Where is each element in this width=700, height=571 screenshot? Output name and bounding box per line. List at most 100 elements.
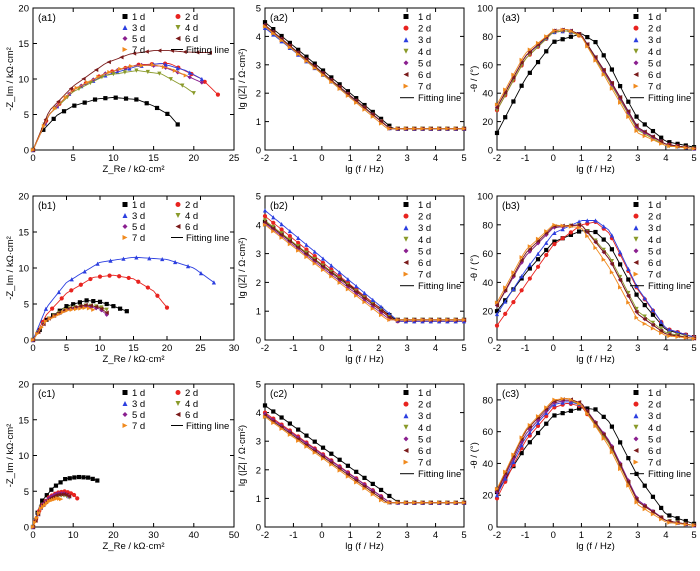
data-point-7d	[96, 74, 101, 79]
data-point-7d	[52, 314, 57, 319]
legend-label: 4 d	[418, 423, 431, 434]
data-point-6d	[511, 75, 516, 80]
data-point-2d	[145, 285, 150, 290]
data-point-4d	[180, 83, 185, 88]
x-tick-label: 4	[663, 343, 668, 354]
legend-label: 6 d	[418, 446, 431, 457]
data-point-1d	[519, 451, 524, 456]
data-point-5d	[199, 80, 204, 85]
data-point-7d	[59, 497, 64, 502]
data-point-7d	[667, 520, 672, 525]
data-point-7d	[552, 222, 557, 228]
legend-marker	[122, 423, 128, 428]
x-tick-label: 1	[579, 343, 584, 354]
data-point-7d	[568, 397, 573, 402]
data-point-7d	[659, 330, 664, 336]
legend-label: 5 d	[418, 434, 431, 445]
x-tick-label: -2	[493, 153, 501, 164]
data-point-7d	[403, 317, 409, 322]
x-axis-label: lg (f / Hz)	[345, 354, 384, 365]
data-point-6d	[519, 257, 524, 263]
data-point-7d	[370, 492, 375, 497]
data-point-2d	[527, 276, 532, 281]
fitting-line	[264, 415, 464, 504]
data-point-7d	[279, 426, 284, 431]
legend-label: 7 d	[418, 270, 431, 281]
legend-label: 1 d	[418, 388, 431, 399]
y-tick-label: 0	[488, 146, 493, 157]
data-point-7d	[437, 126, 442, 131]
data-point-4d	[650, 320, 656, 325]
data-point-4d	[111, 72, 116, 77]
legend-label: 4 d	[648, 235, 661, 246]
data-point-3d	[527, 430, 532, 435]
legend-marker	[122, 224, 128, 229]
legend-marker	[403, 213, 409, 219]
x-tick-label: -1	[521, 153, 529, 164]
data-point-7d	[691, 336, 697, 341]
legend-label: Fitting line	[186, 45, 229, 56]
x-tick-label: -1	[289, 153, 297, 164]
data-point-7d	[329, 462, 334, 467]
data-point-3d	[535, 420, 541, 425]
data-point-3d	[108, 258, 113, 263]
legend-marker	[122, 14, 128, 19]
y-tick-label: 0	[24, 146, 29, 157]
data-point-7d	[552, 397, 557, 402]
data-point-7d	[650, 512, 656, 517]
data-point-7d	[362, 486, 367, 491]
data-point-7d	[503, 469, 508, 474]
data-point-6d	[354, 98, 359, 103]
data-point-1d	[262, 20, 268, 25]
data-point-1d	[378, 116, 384, 121]
data-point-3d	[199, 76, 204, 82]
data-point-3d	[279, 222, 284, 227]
fitting-line	[264, 26, 464, 130]
panel-label: (b1)	[38, 201, 56, 212]
x-tick-label: 0	[30, 343, 35, 354]
x-tick-label: 2	[376, 343, 381, 354]
data-point-6d	[585, 42, 590, 47]
x-tick-label: 4	[433, 153, 438, 164]
data-point-7d	[511, 72, 516, 77]
data-point-6d	[312, 257, 317, 263]
data-point-2d	[262, 214, 268, 219]
data-point-7d	[552, 28, 557, 33]
legend-marker	[403, 459, 409, 465]
data-point-7d	[618, 466, 623, 472]
data-point-3d	[56, 289, 61, 295]
data-point-7d	[503, 87, 508, 92]
data-point-6d	[503, 288, 508, 293]
legend-label: Fitting line	[648, 93, 691, 104]
data-point-4d	[104, 307, 109, 312]
data-point-3d	[511, 459, 516, 464]
data-point-1d	[41, 127, 46, 132]
data-point-4d	[168, 77, 173, 82]
legend-label: 7 d	[418, 458, 431, 469]
data-point-7d	[63, 95, 68, 100]
x-tick-label: 1	[348, 530, 353, 541]
data-point-3d	[121, 256, 126, 261]
legend-label: 4 d	[185, 399, 198, 410]
legend-label: 2 d	[418, 212, 431, 223]
data-point-7d	[378, 312, 384, 318]
data-point-1d	[568, 408, 573, 413]
data-point-7d	[428, 500, 433, 505]
x-axis-label: lg (f / Hz)	[576, 354, 615, 365]
legend-marker	[403, 72, 409, 77]
x-axis-label: Z_Re / kΩ·cm²	[103, 164, 165, 175]
legend-label: 2 d	[418, 400, 431, 411]
data-point-6d	[362, 484, 367, 489]
legend-label: 3 d	[648, 223, 661, 234]
fitting-line	[496, 399, 695, 526]
data-point-1d	[560, 37, 565, 42]
y-axis-label: lg (|Z| / Ω·cm²)	[237, 425, 248, 486]
data-point-7d	[412, 126, 417, 131]
fitting-line	[264, 221, 464, 321]
data-point-1d	[271, 27, 276, 32]
legend-label: 4 d	[185, 23, 198, 34]
data-point-6d	[304, 251, 309, 256]
data-point-7d	[461, 500, 467, 505]
